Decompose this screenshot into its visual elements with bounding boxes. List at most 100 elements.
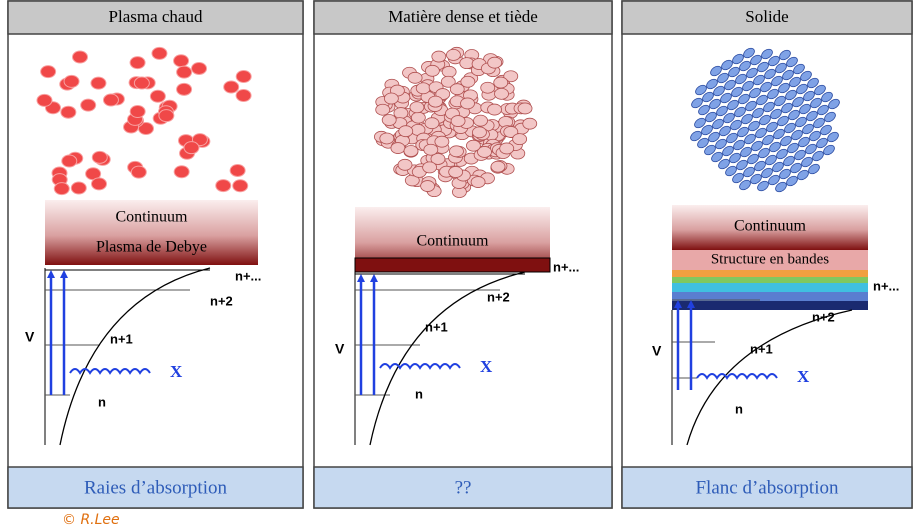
particle xyxy=(61,154,78,168)
particle xyxy=(424,64,440,77)
particle xyxy=(766,121,778,133)
level-label: n xyxy=(735,401,743,416)
particle xyxy=(732,53,744,65)
particle xyxy=(60,105,77,119)
particle xyxy=(702,91,714,103)
particle xyxy=(761,48,773,60)
particle xyxy=(708,131,720,143)
particle xyxy=(724,79,736,91)
particle xyxy=(91,177,108,191)
particle xyxy=(827,131,839,143)
particle xyxy=(790,162,802,174)
particle xyxy=(744,133,756,145)
particle xyxy=(752,107,764,119)
particle xyxy=(503,126,519,138)
panel-header xyxy=(621,0,913,35)
particle xyxy=(726,132,738,144)
particle xyxy=(72,50,89,64)
particle xyxy=(791,129,803,141)
particle xyxy=(70,181,87,195)
particle xyxy=(133,76,150,90)
panel-footer xyxy=(621,466,913,509)
particle xyxy=(503,70,519,83)
particle xyxy=(733,139,745,151)
particle xyxy=(803,90,815,102)
particle xyxy=(446,49,461,61)
particle xyxy=(732,172,744,184)
particle xyxy=(782,69,794,81)
continuum-edge xyxy=(354,257,551,273)
particle xyxy=(36,93,53,107)
particle xyxy=(730,119,742,131)
particle xyxy=(695,84,707,96)
particle xyxy=(762,134,774,146)
particle xyxy=(775,62,787,74)
continuum-label: Continuum xyxy=(734,218,807,235)
particle xyxy=(779,49,791,61)
particle xyxy=(229,163,246,177)
particle xyxy=(779,168,791,180)
particle xyxy=(753,74,765,86)
particle xyxy=(793,63,805,75)
arrow-head xyxy=(47,270,55,278)
particle xyxy=(158,109,175,123)
particle xyxy=(383,92,399,105)
particle xyxy=(709,98,721,110)
particle xyxy=(814,84,826,96)
particle xyxy=(379,132,395,145)
particle xyxy=(736,159,748,171)
particle xyxy=(742,80,754,92)
level-label: n+1 xyxy=(110,331,133,346)
arrow-head xyxy=(674,300,682,308)
level-label: n+2 xyxy=(210,293,233,308)
particle xyxy=(381,114,397,126)
continuum-sublabel: Plasma de Debye xyxy=(96,239,207,256)
particle xyxy=(743,47,755,59)
particle xyxy=(723,112,735,124)
particle xyxy=(235,88,252,102)
particle xyxy=(812,150,824,162)
particle xyxy=(410,111,426,124)
particle xyxy=(775,181,787,193)
particle xyxy=(80,98,97,112)
photon xyxy=(69,368,151,375)
particle xyxy=(713,85,725,97)
particle xyxy=(813,117,825,129)
particle xyxy=(91,150,108,164)
particle xyxy=(808,163,820,175)
particle xyxy=(824,111,836,123)
particle xyxy=(750,173,762,185)
particle xyxy=(40,65,57,79)
particle xyxy=(800,70,812,82)
particle xyxy=(754,160,766,172)
particle xyxy=(473,114,488,127)
particle xyxy=(809,130,821,142)
particle xyxy=(151,46,168,60)
particle xyxy=(430,153,446,165)
particle xyxy=(770,108,782,120)
particle xyxy=(232,179,249,193)
particle xyxy=(727,99,739,111)
particle xyxy=(792,96,804,108)
particle xyxy=(424,117,440,130)
particle xyxy=(422,161,438,174)
particle xyxy=(690,130,702,142)
particle xyxy=(760,81,772,93)
particle xyxy=(767,88,779,100)
particle xyxy=(719,125,731,137)
particle xyxy=(802,123,814,135)
particle xyxy=(759,114,771,126)
particle xyxy=(487,56,503,69)
particle xyxy=(768,55,780,67)
particle xyxy=(459,57,475,70)
particle xyxy=(728,66,740,78)
particle xyxy=(805,143,817,155)
photon-label: X xyxy=(480,357,493,376)
particle xyxy=(176,65,193,79)
particle xyxy=(460,97,475,110)
particle xyxy=(795,116,807,128)
particle xyxy=(746,67,758,79)
particle xyxy=(717,72,729,84)
